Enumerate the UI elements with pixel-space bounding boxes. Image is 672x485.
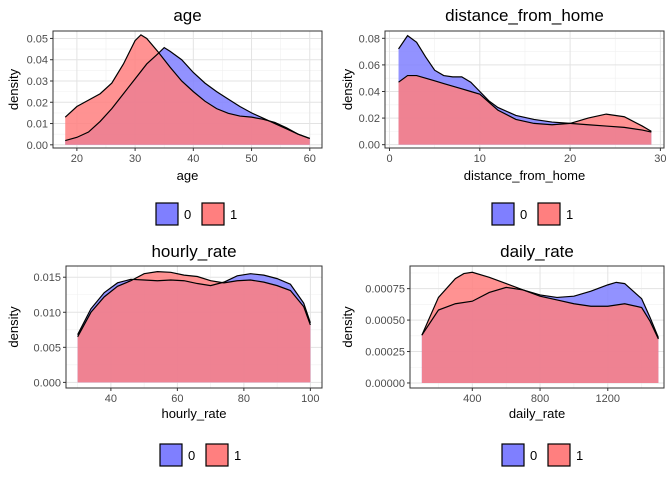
x-tick-label: 40 <box>105 393 117 405</box>
y-axis-title: density <box>6 68 21 110</box>
x-tick-label: 400 <box>463 393 481 405</box>
legend-label: 0 <box>520 207 527 222</box>
legend-key-0 <box>159 443 183 467</box>
x-tick-label: 20 <box>564 153 576 165</box>
panel-title: age <box>173 6 201 25</box>
x-tick-label: 20 <box>71 153 83 165</box>
panel-border <box>409 265 665 389</box>
density-line-1 <box>398 74 652 132</box>
panel-age: 20 30 40 50 60 0.00 0.01 0.02 0.03 0.04 0.05 age age… <box>6 6 323 226</box>
y-tick-label: 0.06 <box>359 60 380 72</box>
y-axis-title: density <box>6 306 21 348</box>
x-tick-label: 40 <box>187 153 199 165</box>
y-tick-label: 0.010 <box>33 307 61 319</box>
legend-key-0 <box>491 202 515 226</box>
legend-key-1 <box>537 202 561 226</box>
y-tick-label: 0.00050 <box>365 315 405 327</box>
panel-distance-from-home: 0 10 20 300.000.020.040.060.08distance_from… <box>340 6 667 226</box>
x-tick-label: 0 <box>386 153 392 165</box>
x-tick-label: 10 <box>474 153 486 165</box>
y-tick-label: 0.00000 <box>365 378 405 390</box>
density-line-1 <box>77 271 311 338</box>
y-tick-label: 0.00025 <box>365 347 405 359</box>
y-tick-label: 0.02 <box>359 113 380 125</box>
x-tick-label: 60 <box>304 153 316 165</box>
y-axis-title: density <box>340 68 355 110</box>
y-tick-label: 0.03 <box>27 76 48 88</box>
legend-label: 1 <box>576 448 583 463</box>
panel-border <box>52 30 323 149</box>
y-tick-label: 0.04 <box>27 55 48 67</box>
panel-border <box>65 265 323 389</box>
density-line-1 <box>421 271 659 340</box>
x-tick-label: 30 <box>129 153 141 165</box>
y-axis-title: density <box>340 306 355 348</box>
x-tick-label: 60 <box>171 393 183 405</box>
legend-key-0 <box>155 202 179 226</box>
panel-hourly-rate: 40 60 80 100 0.000 0.005 0.010 0.015 hourly_rate… <box>6 242 323 467</box>
density-area-1 <box>398 75 652 145</box>
x-axis-title: daily_rate <box>509 406 565 421</box>
legend-key-1 <box>201 202 225 226</box>
x-axis-title: age <box>177 168 199 183</box>
x-tick-label: 800 <box>531 393 549 405</box>
legend-label: 0 <box>184 207 191 222</box>
x-tick-label: 80 <box>238 393 250 405</box>
panel-title: hourly_rate <box>151 242 236 261</box>
legend-label: 0 <box>188 448 195 463</box>
panel-title: distance_from_home <box>445 6 604 25</box>
legend-key-1 <box>547 443 571 467</box>
x-tick-label: 50 <box>245 153 257 165</box>
y-tick-label: 0.01 <box>27 119 48 131</box>
x-axis-title: hourly_rate <box>161 406 226 421</box>
panel-border <box>384 30 665 149</box>
panel-daily-rate: 400 800 1200 0.00000 0.00025 0.00050 0.00075 da… <box>340 242 665 467</box>
legend-label: 0 <box>530 448 537 463</box>
panel-title: daily_rate <box>500 242 574 261</box>
y-tick-label: 0.005 <box>33 342 61 354</box>
y-tick-label: 0.00 <box>27 140 48 152</box>
density-line-0 <box>421 281 659 338</box>
y-tick-label: 0.000 <box>33 377 61 389</box>
y-tick-label: 0.02 <box>27 97 48 109</box>
legend-key-0 <box>501 443 525 467</box>
y-tick-label: 0.00075 <box>365 284 405 296</box>
legend-label: 1 <box>234 448 241 463</box>
legend-label: 1 <box>230 207 237 222</box>
x-tick-label: 1200 <box>596 393 620 405</box>
density-area-1 <box>77 271 311 383</box>
legend-key-1 <box>205 443 229 467</box>
legend-label: 1 <box>566 207 573 222</box>
x-axis-title: distance_from_home <box>464 168 585 183</box>
y-tick-label: 0.08 <box>359 33 380 45</box>
y-tick-label: 0.05 <box>27 33 48 45</box>
density-line-1 <box>64 34 310 139</box>
density-line-0 <box>77 273 311 335</box>
density-area-1 <box>421 272 659 383</box>
density-line-0 <box>398 34 652 133</box>
y-tick-label: 0.04 <box>359 86 380 98</box>
y-tick-label: 0.015 <box>33 272 61 284</box>
x-tick-label: 100 <box>301 393 319 405</box>
x-tick-label: 30 <box>654 153 666 165</box>
y-tick-label: 0.00 <box>359 140 380 152</box>
